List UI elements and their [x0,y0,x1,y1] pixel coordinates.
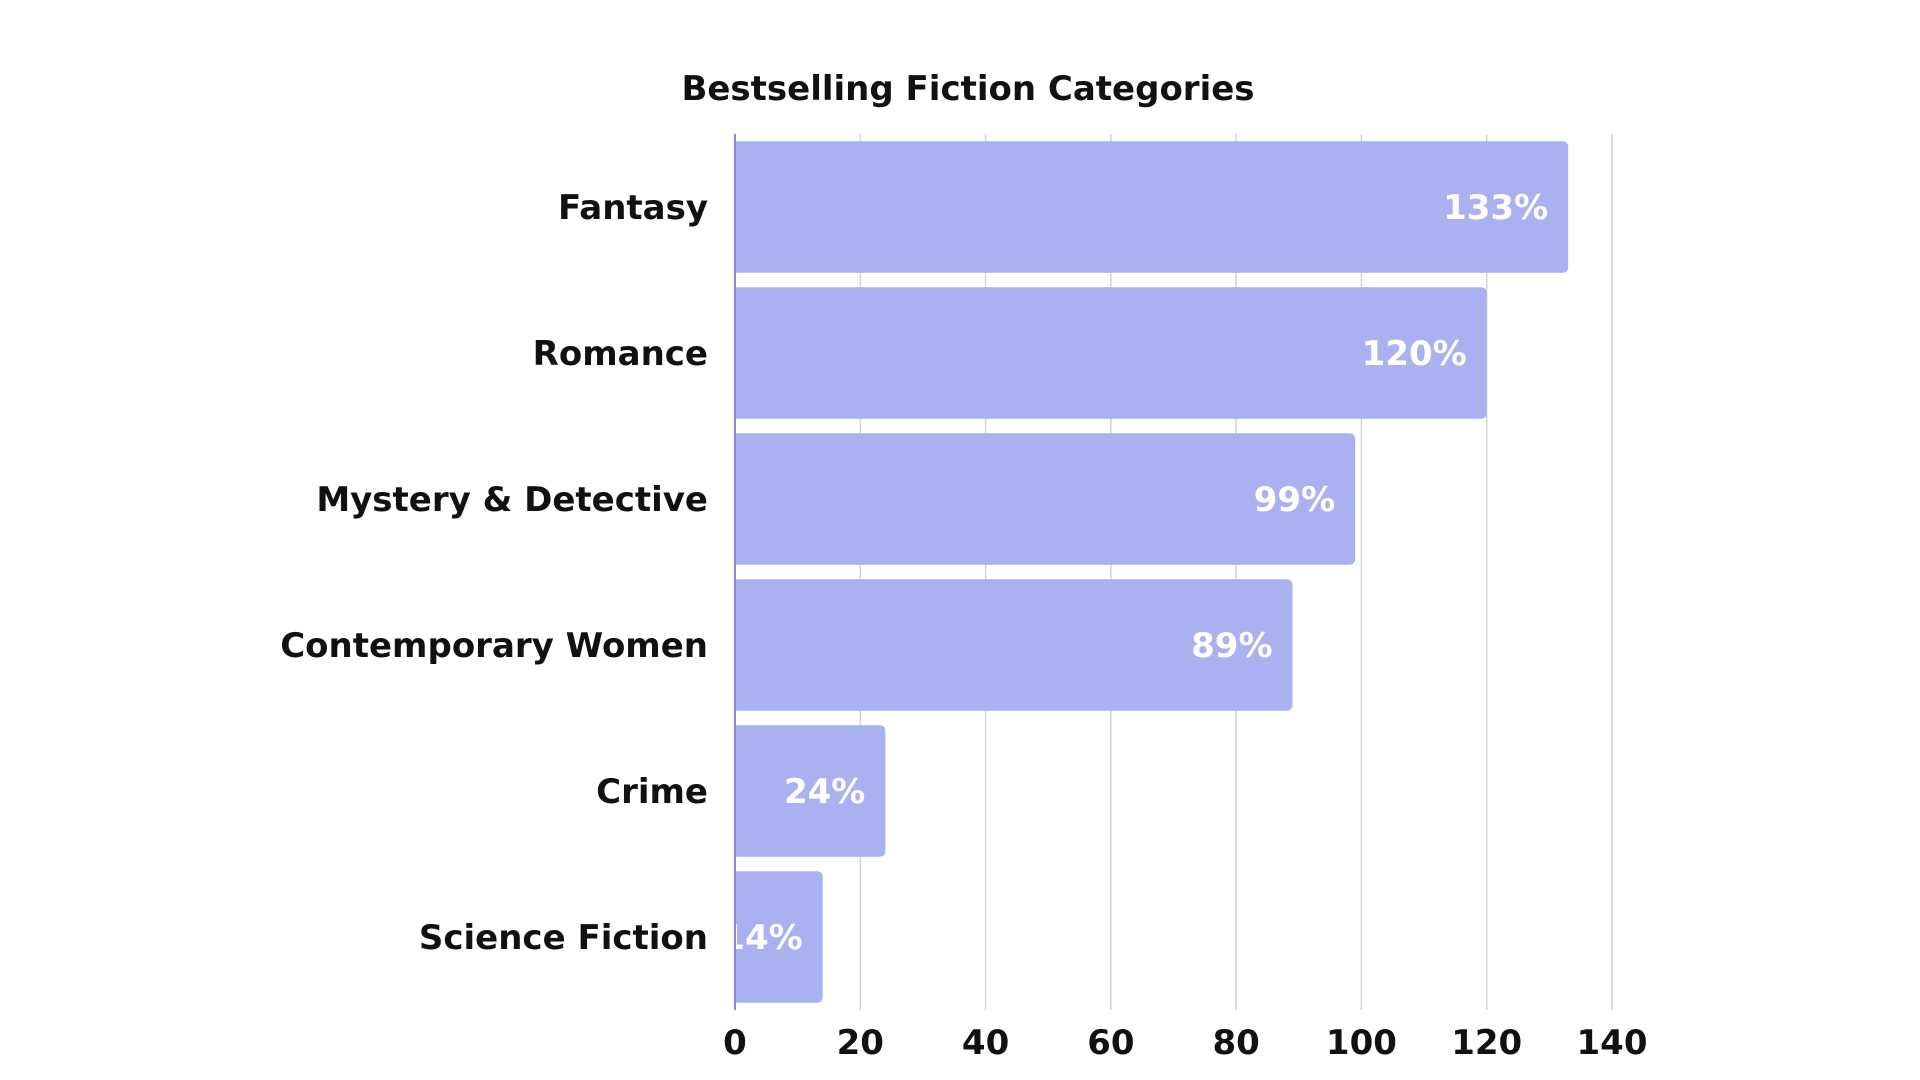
data-label: 120% [1362,334,1467,374]
category-label: Fantasy [558,188,708,228]
data-label: 24% [784,772,865,812]
bars-layer [735,141,1569,1003]
bar [735,725,886,857]
category-label: Mystery & Detective [316,480,708,520]
x-tick-label: 80 [1212,1023,1259,1063]
x-tick-label: 0 [723,1023,747,1063]
chart-title: Bestselling Fiction Categories [681,69,1254,109]
data-labels-layer: 133% 120% 99% 89% 24% 14% [721,188,1548,958]
bar [735,433,1356,565]
category-labels-layer: Fantasy Romance Mystery & Detective Contemp… [280,188,708,958]
category-label: Romance [533,334,708,374]
x-tick-label: 60 [1087,1023,1134,1063]
bar [735,141,1569,273]
category-label: Contemporary Women [280,626,708,666]
x-tick-label: 20 [837,1023,884,1063]
category-label: Crime [596,772,708,812]
grid-layer [859,134,1613,1010]
x-tick-label: 100 [1326,1023,1397,1063]
bar [735,287,1487,419]
category-label: Science Fiction [419,918,708,958]
bar [735,871,823,1003]
x-tick-label: 140 [1577,1023,1648,1063]
data-label: 89% [1191,626,1272,666]
x-tick-label: 120 [1451,1023,1522,1063]
bar [735,579,1293,711]
x-axis-ticks-layer: 0 20 40 60 80 100 120 140 [723,1023,1647,1063]
x-tick-label: 40 [962,1023,1009,1063]
data-label: 99% [1254,480,1335,520]
data-label: 133% [1443,188,1548,228]
data-label: 14% [721,918,802,958]
